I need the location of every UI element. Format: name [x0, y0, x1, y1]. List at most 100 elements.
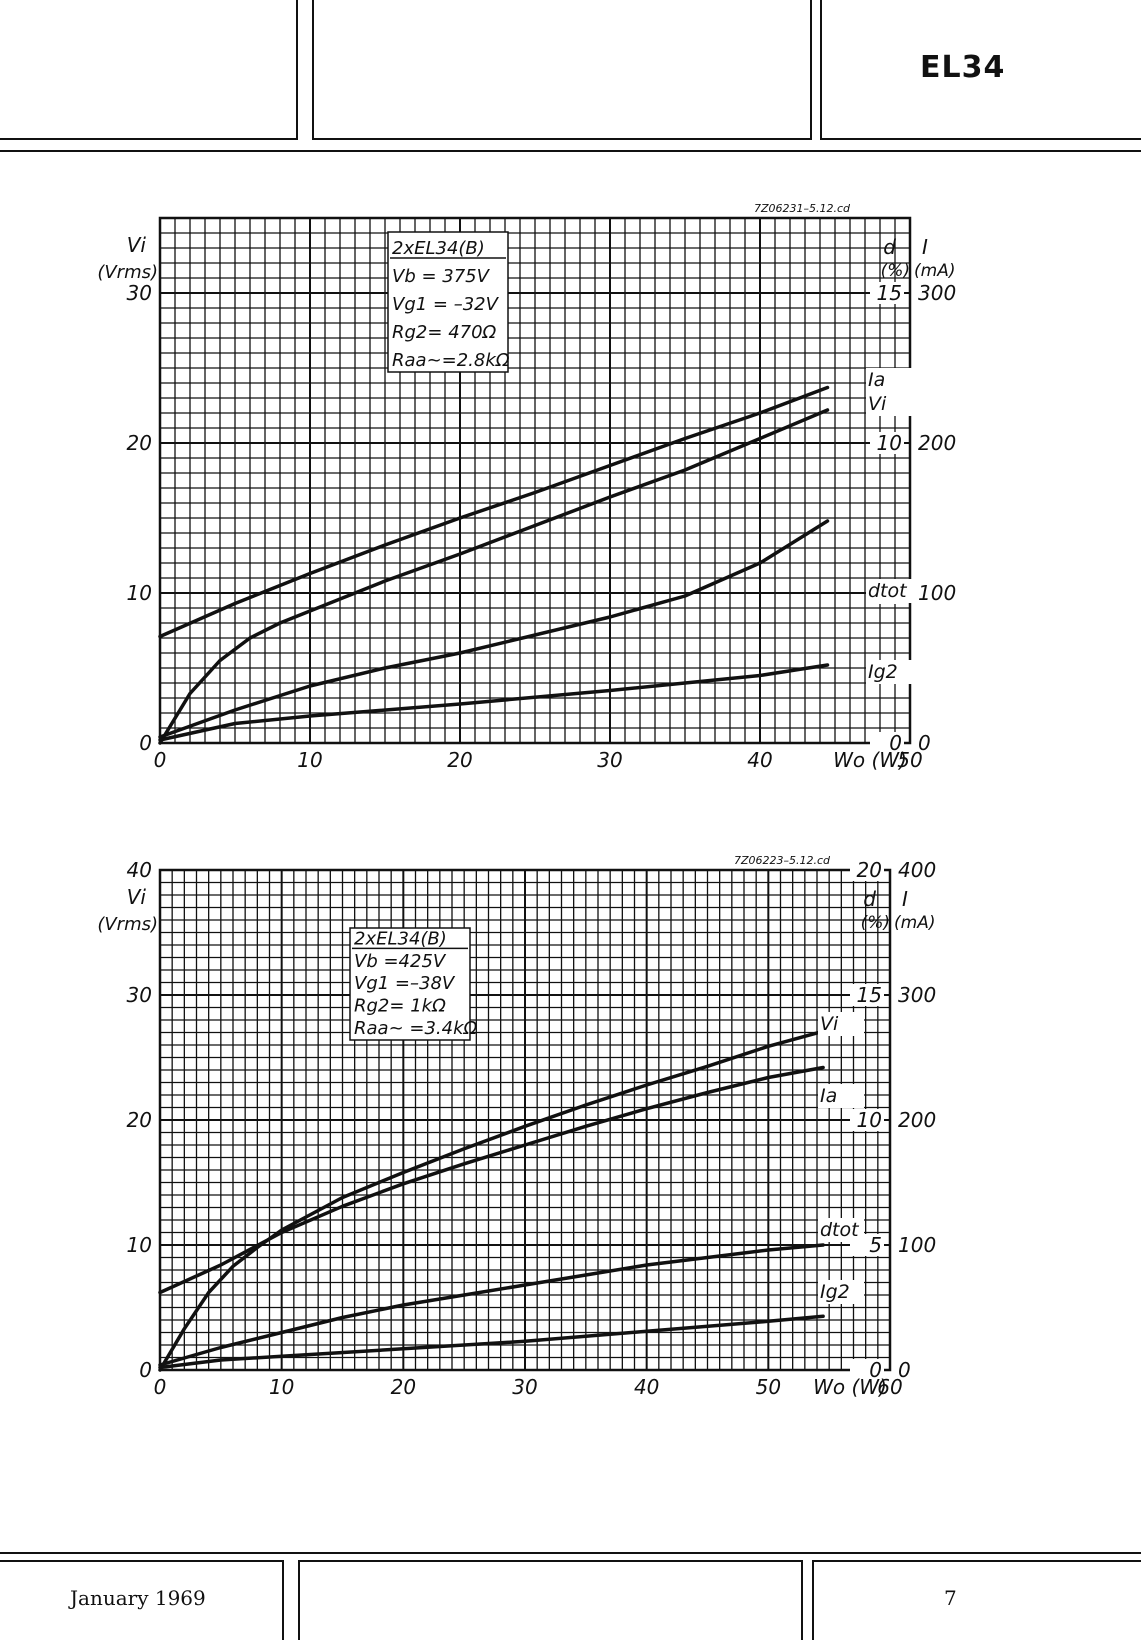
y-tick-label-vi: 40 — [127, 858, 152, 882]
y-axis-unit-d: (%) — [881, 261, 910, 281]
y-axis-label-d: d — [883, 235, 896, 259]
x-axis-label: Wo (W) — [813, 1375, 887, 1399]
y-tick-label-i: 300 — [918, 281, 956, 305]
series-line-Ig2 — [158, 663, 830, 742]
y-axis-unit-vi: (Vrms) — [97, 262, 158, 283]
y-axis-label-i: I — [902, 887, 908, 911]
y-tick-label-vi: 30 — [127, 983, 152, 1007]
d-tick-bg — [850, 859, 884, 881]
y-tick-label-d: 0 — [889, 731, 902, 755]
header-box-left — [0, 0, 298, 140]
x-tick-label: 10 — [269, 1375, 294, 1399]
chart-code: 7Z06231–5.12.cd — [754, 202, 851, 215]
series-label-bg — [818, 1280, 864, 1304]
y-tick-label-d: 10 — [877, 431, 902, 455]
series-line-Vi — [158, 408, 830, 745]
chart-code: 7Z06223–5.12.cd — [734, 854, 831, 867]
y-axis-label-vi: Vi — [127, 885, 147, 909]
x-label-bg — [790, 1374, 861, 1400]
y-tick-label-d: 0 — [869, 1358, 882, 1382]
chart-top: 7Z06231–5.12.cd0102030Vi(Vrms)051015d(%)… — [97, 202, 956, 773]
conditions-box — [349, 927, 471, 1041]
series-line-Ia — [158, 385, 830, 639]
series-label-Ig2: Ig2 — [868, 661, 898, 683]
d-tick-bg — [870, 282, 904, 304]
x-label-bg — [808, 747, 878, 773]
d-tick-bg — [850, 984, 884, 1006]
footer-box-left — [0, 1560, 284, 1640]
chart-bottom: 7Z06223–5.12.cd 0 10 20 30 40 Vi (Vrms) 0 5 10 15 20… — [97, 854, 936, 1400]
d-tick-bg — [870, 732, 904, 754]
series-line-dtot — [158, 1243, 825, 1367]
y-axis-unit-i: (mA) — [914, 261, 955, 281]
x-tick-label: 50 — [897, 748, 922, 772]
header-box-right — [820, 0, 1141, 140]
series-label-bg — [866, 392, 912, 416]
series-label-Ia: Ia — [868, 369, 885, 391]
series-line-Ig2 — [158, 1314, 825, 1370]
header-box-middle — [312, 0, 812, 140]
y-tick-label-d: 10 — [857, 1108, 882, 1132]
footer-rule — [0, 1552, 1141, 1554]
y-axis-label-d: d — [863, 887, 876, 911]
series-line-Vi — [158, 1029, 825, 1372]
series-label-dtot: dtot — [820, 1219, 860, 1241]
series-label-Ia: Ia — [820, 1085, 837, 1107]
y-axis-unit-i: (mA) — [894, 913, 935, 933]
tube-type-code: EL34 — [920, 50, 1006, 85]
series-label-bg — [866, 579, 912, 603]
series-line-dtot — [158, 519, 830, 739]
x-tick-label: 20 — [447, 748, 472, 772]
condition-text: Vb =425V — [354, 951, 447, 972]
condition-text: Vg1 = –32V — [392, 294, 500, 315]
y-axis-label-vi: Vi — [127, 233, 147, 257]
y-tick-label-d: 15 — [857, 983, 882, 1007]
y-tick-label-vi: 10 — [127, 1233, 152, 1257]
x-tick-label: 20 — [391, 1375, 416, 1399]
y-axis-unit-vi: (Vrms) — [97, 914, 158, 935]
condition-text: Vg1 =–38V — [354, 973, 456, 994]
series-label-Ig2: Ig2 — [820, 1281, 850, 1303]
condition-text: Raa~ =3.4kΩ — [354, 1018, 478, 1039]
y-tick-label-i: 100 — [918, 581, 956, 605]
series-label-bg — [818, 1084, 864, 1108]
conditions-box — [387, 231, 509, 373]
footer-page-number: 7 — [944, 1586, 957, 1610]
y-tick-label-i: 300 — [898, 983, 936, 1007]
y-tick-label-i: 200 — [918, 431, 956, 455]
y-axis-label-i: I — [922, 235, 928, 259]
y-tick-label-d: 5 — [869, 1233, 882, 1257]
x-tick-label: 0 — [154, 1375, 167, 1399]
y-tick-label-vi: 30 — [127, 281, 152, 305]
x-tick-label: 50 — [756, 1375, 781, 1399]
footer-box-middle — [298, 1560, 803, 1640]
series-label-bg — [818, 1012, 864, 1036]
x-tick-label: 40 — [634, 1375, 659, 1399]
y-tick-label-vi: 20 — [127, 431, 152, 455]
plot-frame — [158, 868, 892, 1372]
series-label-dtot: dtot — [868, 580, 908, 602]
y-tick-label-i: 400 — [898, 858, 936, 882]
condition-text: Rg2= 470Ω — [392, 322, 497, 343]
x-tick-label: 40 — [747, 748, 772, 772]
condition-text: Raa~=2.8kΩ — [392, 350, 510, 371]
y-tick-label-i: 100 — [898, 1233, 936, 1257]
series-label-Vi: Vi — [820, 1013, 839, 1035]
series-label-bg — [866, 368, 912, 392]
footer-date: January 1969 — [70, 1586, 206, 1610]
condition-text: Rg2= 1kΩ — [354, 996, 446, 1017]
y-tick-label-i: 0 — [898, 1358, 911, 1382]
x-tick-label: 30 — [597, 748, 622, 772]
series-line-Ia — [158, 1065, 825, 1295]
series-label-bg — [866, 660, 912, 684]
y-tick-label-vi: 10 — [127, 581, 152, 605]
condition-text: 2xEL34(B) — [392, 238, 485, 259]
series-label-bg — [818, 1218, 864, 1242]
y-tick-label-vi: 0 — [139, 1358, 152, 1382]
y-tick-label-d: 20 — [857, 858, 882, 882]
condition-text: 2xEL34(B) — [354, 928, 447, 949]
y-tick-label-vi: 20 — [127, 1108, 152, 1132]
condition-text: Vb = 375V — [392, 266, 491, 287]
x-tick-label: 60 — [877, 1375, 902, 1399]
x-tick-label: 30 — [512, 1375, 537, 1399]
